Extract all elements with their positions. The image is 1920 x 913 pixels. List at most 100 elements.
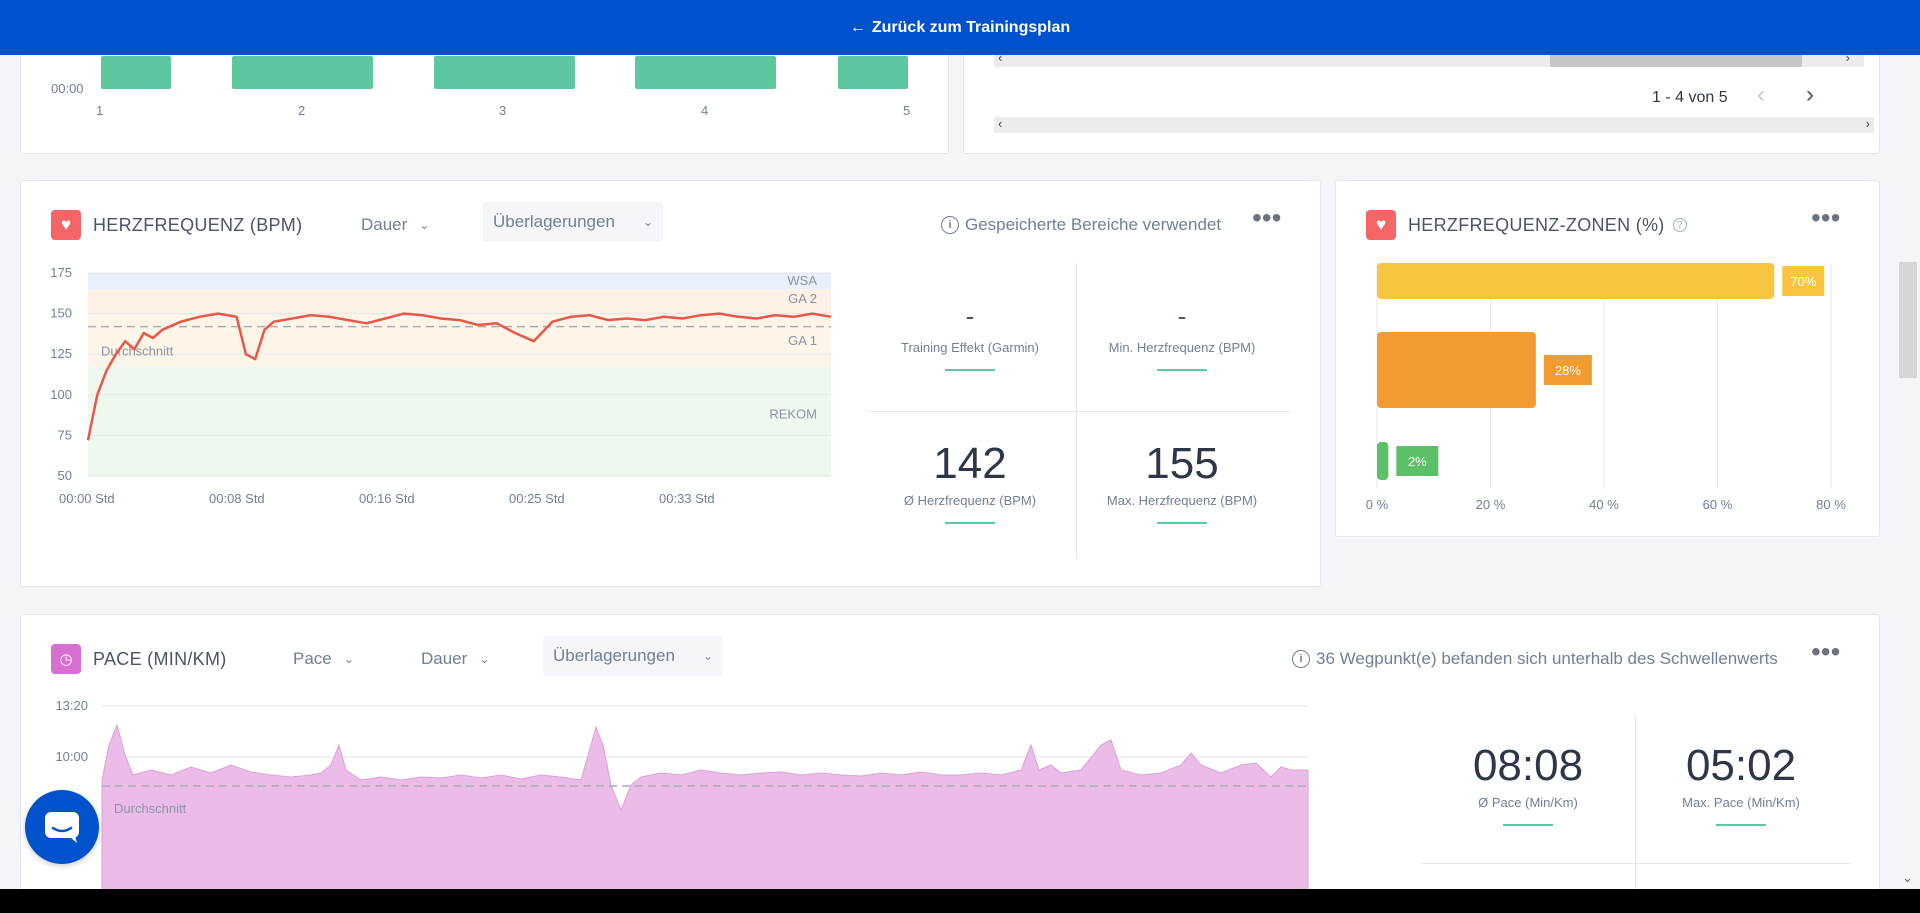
zone-data-label: 28% xyxy=(1555,363,1581,378)
stat-training-effect: - Training Effekt (Garmin) xyxy=(865,301,1075,371)
dauer-dropdown[interactable]: Dauer ⌄ xyxy=(361,215,429,235)
pace-card: ◷ PACE (MIN/KM) Pace ⌄ Dauer ⌄ Überlager… xyxy=(20,614,1880,905)
more-options-icon[interactable]: ••• xyxy=(1252,202,1282,233)
hr-y-tick: 125 xyxy=(50,346,72,361)
hr-x-tick-4: 00:33 Std xyxy=(659,491,715,506)
back-to-plan-link[interactable]: ← Zurück zum Trainingsplan xyxy=(850,19,1070,37)
zone-data-label: 2% xyxy=(1408,454,1427,469)
hr-y-tick: 150 xyxy=(50,306,72,321)
hr-y-tick: 50 xyxy=(58,468,72,483)
zone-bar xyxy=(1377,332,1536,408)
overlay-dropdown[interactable]: Überlagerungen ⌄ xyxy=(483,202,663,242)
heart-rate-title: HERZFREQUENZ (BPM) xyxy=(93,214,303,235)
heart-rate-card: ♥ HERZFREQUENZ (BPM) Dauer ⌄ Überlagerun… xyxy=(20,180,1321,587)
zone-ga1 xyxy=(88,313,831,366)
stat-underline xyxy=(945,369,995,371)
overlay-dropdown[interactable]: Überlagerungen ⌄ xyxy=(543,636,723,676)
stat-underline xyxy=(945,522,995,524)
heart-icon: ♥ xyxy=(51,210,81,240)
hr-x-tick-3: 00:25 Std xyxy=(509,491,565,506)
pace-title-row: ◷ PACE (MIN/KM) xyxy=(51,644,227,674)
hr-x-tick-2: 00:16 Std xyxy=(359,491,415,506)
scroll-right-icon[interactable]: › xyxy=(1865,116,1870,131)
hr-info: i Gespeicherte Bereiche verwendet xyxy=(941,215,1221,235)
heart-rate-title-row: ♥ HERZFREQUENZ (BPM) xyxy=(51,210,302,240)
chevron-left-icon[interactable]: ‹ xyxy=(1757,81,1765,108)
hr-y-tick: 175 xyxy=(50,265,72,280)
pace-y-tick: 13:20 xyxy=(55,698,88,713)
chevron-down-icon: ⌄ xyxy=(702,649,713,663)
scroll-thumb[interactable] xyxy=(1550,51,1802,67)
stat-label: Min. Herzfrequenz (BPM) xyxy=(1108,340,1256,355)
clock-icon: ◷ xyxy=(51,644,81,674)
stats-divider-h xyxy=(866,411,1290,412)
zone-data-label-bg xyxy=(1543,355,1592,385)
stat-min-hr: - Min. Herzfrequenz (BPM) xyxy=(1077,301,1287,371)
bar-3 xyxy=(434,56,575,89)
stat-avg-pace: 08:08 Ø Pace (Min/Km) xyxy=(1423,741,1633,826)
zone-label: WSA xyxy=(787,273,817,288)
stat-label: Training Effekt (Garmin) xyxy=(901,340,1039,355)
x-tick-1: 1 xyxy=(96,103,104,118)
heart-rate-line xyxy=(86,312,832,441)
top-bar: ← Zurück zum Trainingsplan xyxy=(0,0,1920,55)
scroll-right-icon[interactable]: › xyxy=(1845,50,1850,65)
stat-value: 05:02 xyxy=(1685,741,1797,790)
dauer-dropdown[interactable]: Dauer ⌄ xyxy=(421,649,489,669)
more-options-icon[interactable]: ••• xyxy=(1811,202,1841,233)
table-scrollbar-bottom[interactable]: ‹ › xyxy=(994,116,1874,133)
scroll-down-icon[interactable]: ⌄ xyxy=(1902,870,1913,885)
zones-x-tick: 40 % xyxy=(1589,497,1619,512)
pagination-label: 1 - 4 von 5 xyxy=(1652,89,1728,106)
bar-2 xyxy=(232,56,373,89)
x-tick-2: 2 xyxy=(298,103,306,118)
page-scrollbar[interactable] xyxy=(1898,55,1920,889)
scroll-left-icon[interactable]: ‹ xyxy=(998,50,1003,65)
chevron-right-icon[interactable]: › xyxy=(1806,81,1814,108)
pace-stats-divider-v xyxy=(1635,715,1636,905)
zone-data-label-bg xyxy=(1396,446,1439,476)
chevron-down-icon: ⌄ xyxy=(479,652,490,666)
x-tick-3: 3 xyxy=(499,103,507,118)
help-icon[interactable]: ? xyxy=(1672,218,1687,232)
scroll-left-icon[interactable]: ‹ xyxy=(998,116,1003,131)
heart-icon: ♥ xyxy=(1366,210,1396,240)
stat-value: 142 xyxy=(933,439,1007,488)
hr-zones-card: ♥ HERZFREQUENZ-ZONEN (%) ? ••• 0 % 20 % 40… xyxy=(1335,180,1880,537)
pace-chart: 13:20 10:00 Durchschnitt xyxy=(55,698,1309,905)
info-icon: i xyxy=(1292,650,1310,668)
zone-label: REKOM xyxy=(769,406,817,421)
table-scrollbar-top[interactable]: ‹ › xyxy=(994,50,1864,67)
top-left-card: 00:00 1 2 3 4 5 xyxy=(20,40,949,154)
stat-label: Max. Pace (Min/Km) xyxy=(1682,795,1800,810)
dauer-label: Dauer xyxy=(361,215,408,234)
zone-label: GA 1 xyxy=(788,333,817,348)
more-options-icon[interactable]: ••• xyxy=(1811,636,1841,667)
top-right-card: ‹ › 1 - 4 von 5 ‹ › ‹ › xyxy=(963,40,1880,154)
y-label: 00:00 xyxy=(51,81,84,96)
stat-label: Max. Herzfrequenz (BPM) xyxy=(1106,493,1258,508)
zones-title: HERZFREQUENZ-ZONEN (%) xyxy=(1408,214,1665,235)
arrow-left-icon: ← xyxy=(849,18,866,36)
stat-value: 155 xyxy=(1145,439,1219,488)
x-tick-4: 4 xyxy=(701,103,709,118)
zone-bar xyxy=(1377,263,1775,299)
pace-dropdown[interactable]: Pace ⌄ xyxy=(293,649,354,669)
zones-x-tick: 0 % xyxy=(1366,497,1389,512)
stat-max-hr: 155 Max. Herzfrequenz (BPM) xyxy=(1077,439,1287,524)
stat-value: - xyxy=(965,301,975,331)
chat-icon xyxy=(45,812,79,843)
stat-label: Ø Herzfrequenz (BPM) xyxy=(903,493,1037,508)
zone-rekom xyxy=(88,365,831,476)
chevron-down-icon: ⌄ xyxy=(343,652,354,666)
pace-info: i 36 Wegpunkt(e) befanden sich unterhalb… xyxy=(1292,649,1778,669)
chat-launcher-button[interactable] xyxy=(25,790,99,864)
stat-value: - xyxy=(1177,301,1187,331)
zone-bar xyxy=(1377,442,1389,480)
page-scroll-thumb[interactable] xyxy=(1899,262,1917,378)
zones-x-tick: 80 % xyxy=(1816,497,1846,512)
chevron-down-icon: ⌄ xyxy=(419,218,430,232)
top-bars-chart xyxy=(101,56,908,89)
pace-y-tick: 10:00 xyxy=(55,749,88,764)
stat-underline xyxy=(1157,522,1207,524)
